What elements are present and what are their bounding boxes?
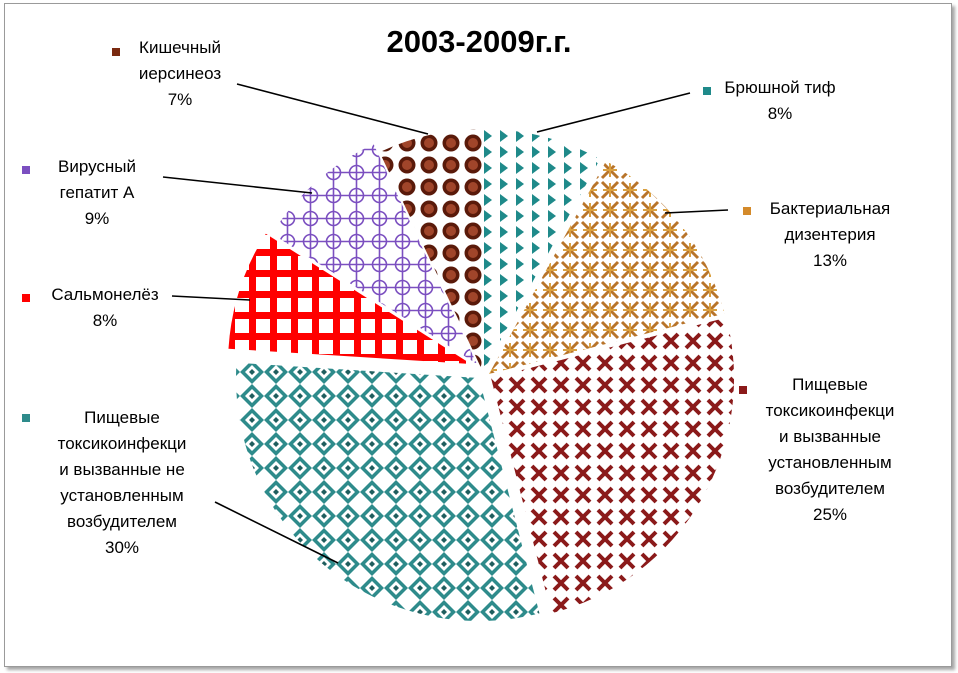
- slice-label: Вирусный гепатит А: [58, 157, 136, 202]
- pie-slice: [491, 317, 734, 614]
- leader-line: [171, 295, 251, 301]
- slice-label: Бактериальная дизентерия: [770, 199, 891, 244]
- slice-value-label: 8%: [93, 311, 118, 330]
- slice-labels: Брюшной тиф 8% Бактериальная дизентерия 13% П…: [22, 38, 894, 557]
- legend-marker: [22, 414, 30, 422]
- pie-slice: [379, 129, 483, 372]
- pie-slice: [489, 161, 725, 374]
- pie-slices: [228, 129, 734, 622]
- legend-marker: [22, 166, 30, 174]
- pie-slice: [228, 233, 471, 364]
- leader-line: [162, 176, 313, 194]
- leader-line: [536, 92, 691, 133]
- leader-line: [236, 83, 429, 135]
- legend-marker: [22, 294, 30, 302]
- legend-marker: [743, 207, 751, 215]
- leader-line: [214, 501, 339, 564]
- pie-slice: [483, 129, 601, 372]
- slice-value-label: 25%: [813, 505, 847, 524]
- legend-marker: [703, 87, 711, 95]
- pie-slice: [271, 144, 477, 364]
- slice-label: Сальмонелёз: [51, 285, 158, 304]
- leader-lines: [162, 83, 729, 564]
- chart-title: 2003-2009г.г.: [386, 24, 571, 59]
- slice-value-label: 8%: [768, 104, 793, 123]
- slice-value-label: 7%: [168, 90, 193, 109]
- slice-label: Брюшной тиф: [724, 78, 835, 97]
- slice-label: Кишечный иерсинеоз: [139, 38, 222, 83]
- slice-value-label: 9%: [85, 209, 110, 228]
- pie-slice: [236, 362, 540, 622]
- slice-value-label: 13%: [813, 251, 847, 270]
- slice-label: Пищевые токсикоинфекци и вызванные не устан…: [58, 408, 187, 531]
- leader-line: [664, 209, 729, 214]
- legend-marker: [112, 48, 120, 56]
- slice-label: Пищевые токсикоинфекци и вызванные установл…: [766, 375, 895, 498]
- legend-marker: [739, 386, 747, 394]
- slice-value-label: 30%: [105, 538, 139, 557]
